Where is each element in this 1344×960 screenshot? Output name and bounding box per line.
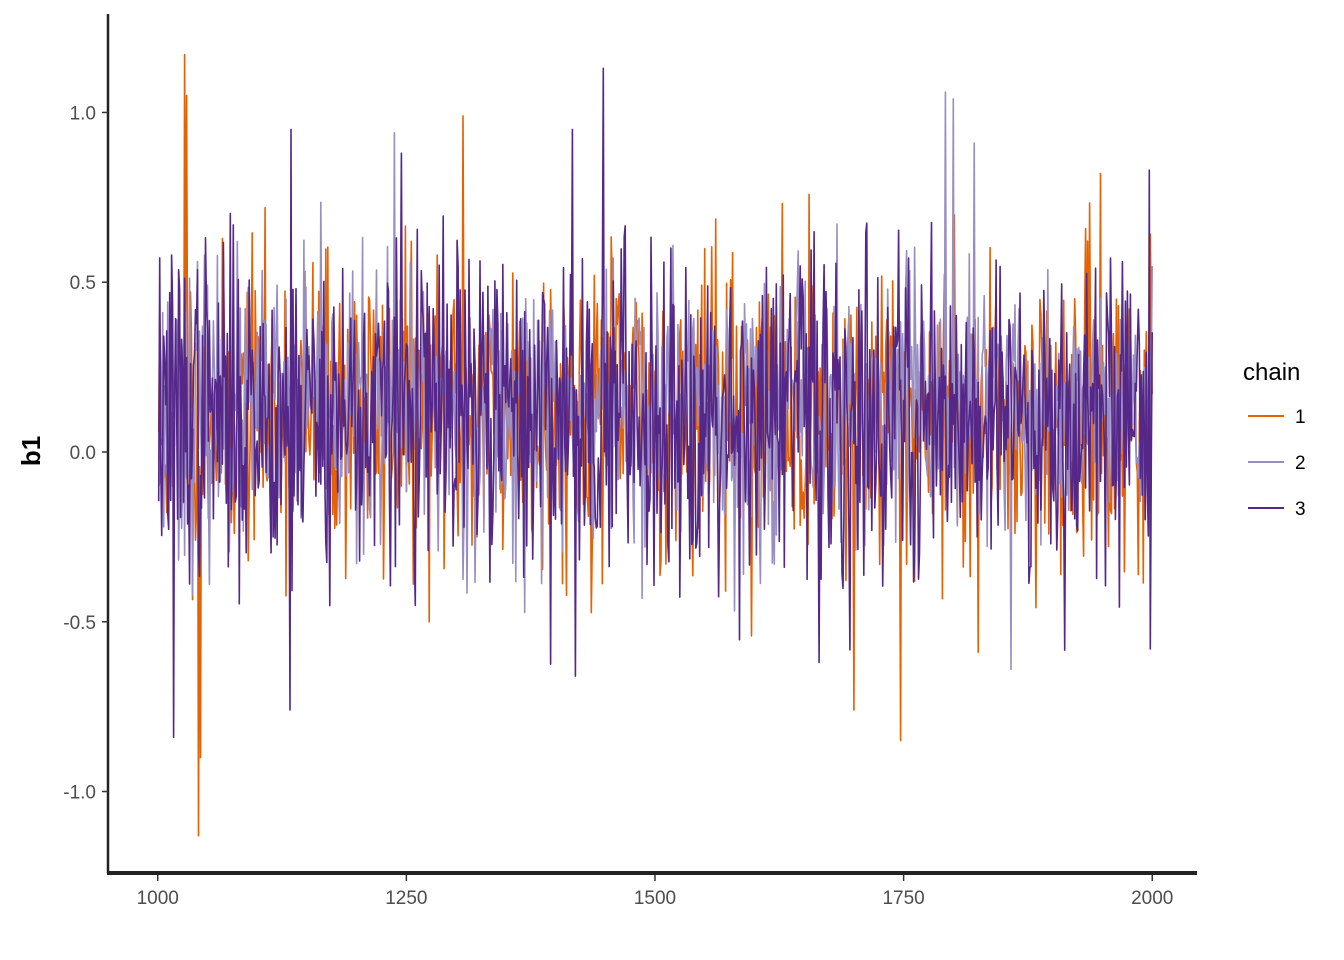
legend-label-3: 3: [1295, 499, 1306, 520]
y-axis-ticks: -1.0 -0.5 0.0 0.5 1.0: [63, 103, 108, 804]
y-axis-title: b1: [16, 436, 46, 466]
y-tick-label: 1.0: [70, 103, 96, 124]
y-tick-label: 0.5: [70, 273, 96, 294]
x-axis-ticks: 1000 1250 1500 1750 2000: [137, 875, 1173, 909]
chain-3-trace: [157, 67, 1153, 738]
y-tick-label: 0.0: [70, 443, 96, 464]
x-tick-label: 1000: [137, 888, 179, 909]
x-tick-label: 1500: [634, 888, 676, 909]
plot-area: [157, 53, 1153, 837]
x-tick-label: 1750: [882, 888, 924, 909]
x-tick-label: 2000: [1131, 888, 1173, 909]
legend-label-2: 2: [1295, 453, 1306, 474]
y-tick-label: -1.0: [63, 783, 96, 804]
y-tick-label: -0.5: [63, 613, 96, 634]
legend-title: chain: [1243, 359, 1300, 386]
legend: chain 1 2 3: [1243, 359, 1306, 520]
x-tick-label: 1250: [385, 888, 427, 909]
legend-label-1: 1: [1295, 407, 1306, 428]
